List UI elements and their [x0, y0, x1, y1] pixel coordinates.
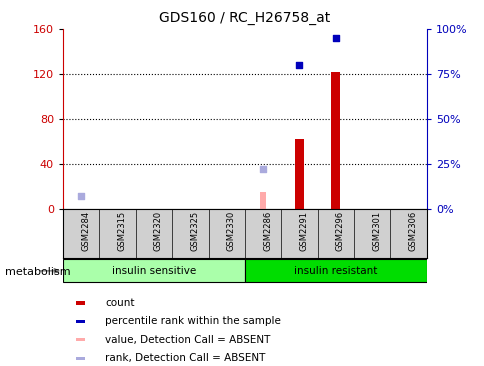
Text: percentile rank within the sample: percentile rank within the sample [105, 317, 281, 326]
FancyBboxPatch shape [63, 259, 244, 283]
Text: rank, Detection Call = ABSENT: rank, Detection Call = ABSENT [105, 353, 265, 363]
Bar [76, 320, 85, 323]
Bar [331, 72, 340, 209]
Text: GSM2301: GSM2301 [372, 211, 380, 251]
Text: GSM2306: GSM2306 [408, 211, 417, 251]
Title: GDS160 / RC_H26758_at: GDS160 / RC_H26758_at [159, 11, 330, 26]
Point [331, 36, 339, 41]
Text: GSM2286: GSM2286 [262, 211, 272, 251]
Text: GSM2284: GSM2284 [81, 211, 90, 251]
Text: insulin resistant: insulin resistant [294, 266, 377, 276]
Bar [76, 338, 85, 341]
FancyBboxPatch shape [244, 259, 426, 283]
Text: insulin sensitive: insulin sensitive [112, 266, 196, 276]
Text: GSM2325: GSM2325 [190, 211, 199, 251]
Text: GSM2330: GSM2330 [226, 211, 235, 251]
Text: value, Detection Call = ABSENT: value, Detection Call = ABSENT [105, 335, 270, 345]
Text: metabolism: metabolism [5, 266, 70, 277]
Text: GSM2291: GSM2291 [299, 211, 308, 251]
Bar [294, 139, 303, 209]
Text: GSM2320: GSM2320 [153, 211, 163, 251]
Bar [260, 192, 265, 209]
Bar [76, 357, 85, 360]
Text: GSM2296: GSM2296 [335, 211, 344, 251]
Point [295, 62, 302, 68]
Text: GSM2315: GSM2315 [117, 211, 126, 251]
Point [258, 166, 266, 172]
Text: count: count [105, 298, 135, 308]
Bar [76, 302, 85, 305]
Point [77, 193, 85, 199]
